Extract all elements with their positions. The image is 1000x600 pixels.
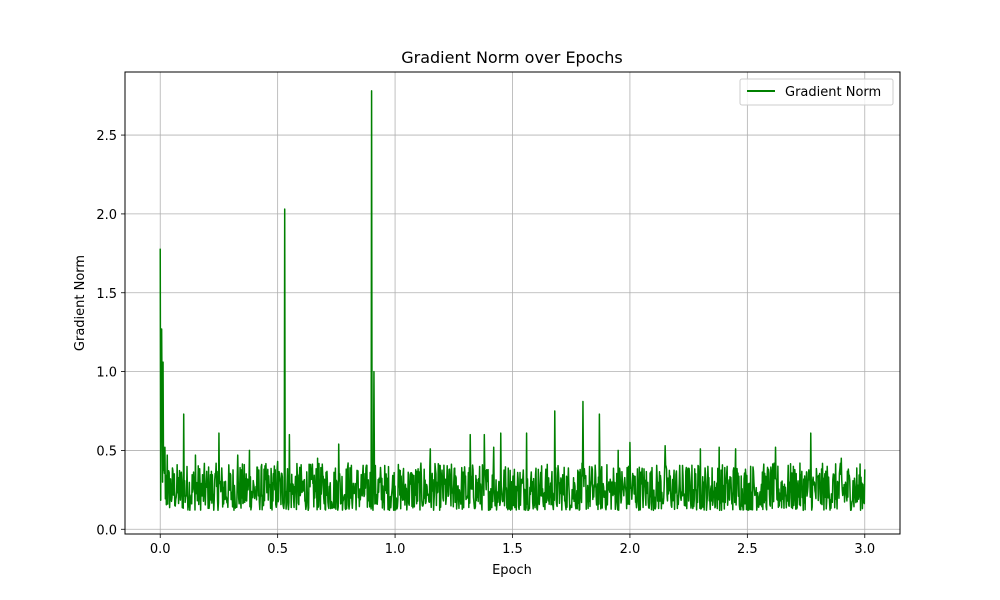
y-axis-label: Gradient Norm (73, 255, 88, 351)
y-tick-label: 2.0 (96, 208, 117, 223)
x-axis-label: Epoch (492, 563, 532, 578)
y-ticks: 0.0 0.5 1.0 1.5 2.0 2.5 (96, 129, 125, 538)
x-tick-label: 0.5 (267, 542, 288, 557)
series-line-gradient-norm (159, 90, 866, 512)
y-tick-label: 0.0 (96, 523, 117, 538)
grid-lines (125, 72, 900, 534)
y-tick-label: 2.5 (96, 129, 117, 144)
y-tick-label: 1.0 (96, 366, 117, 381)
chart-title: Gradient Norm over Epochs (401, 48, 623, 67)
legend-label: Gradient Norm (785, 85, 881, 100)
legend: Gradient Norm (739, 78, 894, 106)
x-tick-label: 2.0 (620, 542, 641, 557)
legend-box (739, 78, 894, 106)
x-tick-label: 1.0 (385, 542, 406, 557)
x-tick-label: 0.0 (150, 542, 171, 557)
x-tick-label: 3.0 (854, 542, 875, 557)
y-tick-label: 1.5 (96, 287, 117, 302)
y-tick-label: 0.5 (96, 444, 117, 459)
x-tick-label: 1.5 (502, 542, 523, 557)
series-group (159, 90, 866, 512)
x-ticks: 0.0 0.5 1.0 1.5 2.0 2.5 3.0 (150, 534, 875, 557)
x-tick-label: 2.5 (737, 542, 758, 557)
